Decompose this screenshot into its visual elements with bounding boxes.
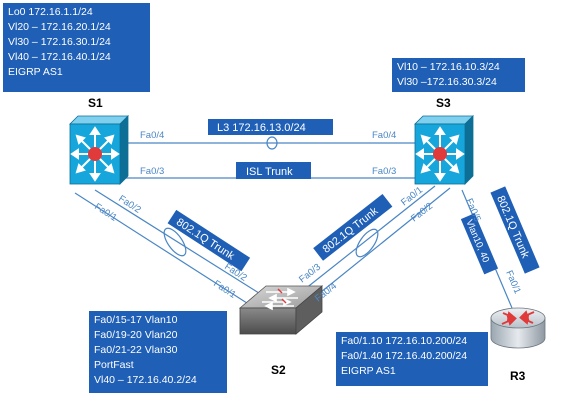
router-arrows-icon	[501, 310, 535, 326]
r3-label: R3	[510, 369, 526, 383]
port-s1-fa01: Fa0/1	[92, 201, 118, 223]
switch-core-icon	[88, 147, 102, 161]
port-s3-fa04: Fa0/4	[372, 130, 396, 141]
etherchannel-s1-s2	[163, 227, 187, 257]
s2-label: S2	[271, 363, 286, 377]
s3-config-box: Vl10 – 172.16.10.3/24 Vl30 –172.16.30.3/…	[392, 58, 525, 92]
router-r3[interactable]	[490, 307, 546, 349]
config-line: EIGRP AS1	[8, 66, 63, 78]
link-lines	[74, 136, 513, 309]
switch-s3[interactable]	[414, 115, 474, 185]
config-line: Vl10 – 172.16.10.3/24	[397, 61, 500, 73]
link-s1-s2-fa02	[94, 189, 263, 296]
isl-link-text: ISL Trunk	[246, 166, 293, 178]
s3-label: S3	[436, 96, 451, 110]
s1-config-box: Lo0 172.16.1.1/24 Vl20 – 172.16.20.1/24 …	[3, 3, 150, 92]
link-label-l3: L3 172.16.13.0/24	[208, 119, 333, 135]
config-line: Vl40 – 172.16.40.1/24	[8, 51, 111, 63]
link-label-isl: ISL Trunk	[236, 162, 311, 179]
port-s3-fa02: Fa0/2	[409, 201, 435, 225]
config-line: Lo0 172.16.1.1/24	[8, 6, 93, 18]
port-s1-fa04: Fa0/4	[140, 130, 164, 141]
trunk-s3-r3-text: 802.1Q Trunk	[494, 194, 531, 261]
link-label-trunk-s3-r3: 802.1Q Trunk	[490, 186, 540, 274]
switch-core-icon	[433, 147, 447, 161]
link-s2-s3-fa03	[299, 185, 436, 294]
port-s2-fa03: Fa0/3	[297, 262, 323, 286]
switch-s2[interactable]	[238, 285, 324, 335]
switch-s1[interactable]	[69, 115, 129, 185]
config-line: Fa0/15-17 Vlan10	[94, 314, 178, 326]
s2-config-box: Fa0/15-17 Vlan10 Fa0/19-20 Vlan20 Fa0/21…	[89, 311, 227, 393]
config-line: Fa0/19-20 Vlan20	[94, 329, 178, 341]
l3-link-text: L3 172.16.13.0/24	[217, 122, 306, 134]
config-line: Vl40 – 172.16.40.2/24	[94, 374, 197, 386]
config-line: Fa0/1.40 172.16.40.200/24	[341, 350, 468, 362]
link-s1-s2-fa01	[74, 192, 251, 306]
link-label-vlan-s3-r3: Vlan10, 40	[460, 213, 499, 275]
config-line: Fa0/1.10 172.16.10.200/24	[341, 335, 468, 347]
port-s2-fa04: Fa0/4	[313, 281, 339, 305]
config-line: Fa0/21-22 Vlan30	[94, 344, 178, 356]
config-line: EIGRP AS1	[341, 365, 396, 377]
switch-arrows-icon	[70, 126, 120, 182]
port-s1-fa03: Fa0/3	[140, 166, 164, 177]
r3-config-box: Fa0/1.10 172.16.10.200/24 Fa0/1.40 172.1…	[336, 332, 488, 386]
etherchannel-s2-s3	[355, 228, 379, 258]
s1-label: S1	[88, 96, 103, 110]
link-s2-s3-fa04	[304, 187, 451, 306]
switch-arrows-icon	[262, 287, 298, 311]
config-line: PortFast	[94, 359, 134, 371]
etherchannel-s1-s3-fa04	[266, 136, 278, 150]
switch-accent-icon	[277, 288, 287, 304]
port-r3-fa01: Fa0/1	[503, 269, 523, 296]
config-line: Vl30 –172.16.30.3/24	[397, 76, 497, 88]
port-s2-fa01: Fa0/1	[211, 278, 237, 300]
config-line: Vl20 – 172.16.20.1/24	[8, 21, 111, 33]
port-s3-fa03: Fa0/3	[372, 166, 396, 177]
config-line: Vl30 – 172.16.30.1/24	[8, 36, 111, 48]
